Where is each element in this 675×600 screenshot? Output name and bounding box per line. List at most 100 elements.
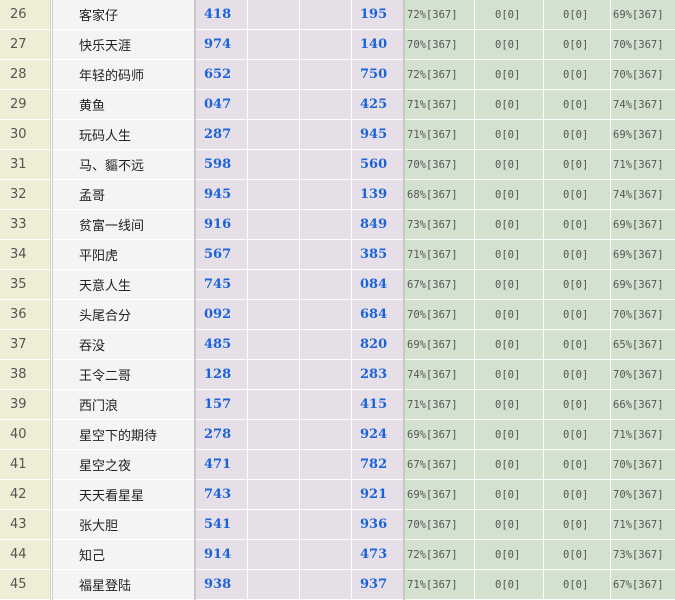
rate-h-cell: 66%[367]	[611, 390, 675, 420]
name-cell[interactable]: 玩码人生	[52, 120, 196, 150]
rate-g-cell: 0[0]	[544, 30, 611, 60]
rate-f-cell: 0[0]	[475, 180, 544, 210]
name-cell[interactable]: 福星登陆	[52, 570, 196, 600]
value-a-cell: 938	[195, 570, 248, 600]
table-row[interactable]: 27 快乐天涯 974 140 70%[367] 0[0] 0[0] 70%[3…	[0, 30, 675, 60]
rate-f-cell: 0[0]	[475, 0, 544, 30]
rate-h-cell: 70%[367]	[611, 60, 675, 90]
name-cell[interactable]: 头尾合分	[52, 300, 196, 330]
table-row[interactable]: 30 玩码人生 287 945 71%[367] 0[0] 0[0] 69%[3…	[0, 120, 675, 150]
value-b-cell	[248, 270, 300, 300]
rate-f-cell: 0[0]	[475, 540, 544, 570]
rate-e-cell: 72%[367]	[404, 60, 475, 90]
rate-g-cell: 0[0]	[544, 240, 611, 270]
value-b-cell	[248, 570, 300, 600]
table-row[interactable]: 38 王令二哥 128 283 74%[367] 0[0] 0[0] 70%[3…	[0, 360, 675, 390]
value-a-cell: 916	[195, 210, 248, 240]
rate-h-cell: 70%[367]	[611, 300, 675, 330]
value-a-cell: 278	[195, 420, 248, 450]
name-cell[interactable]: 平阳虎	[52, 240, 196, 270]
rate-h-cell: 73%[367]	[611, 540, 675, 570]
name-cell[interactable]: 星空下的期待	[52, 420, 196, 450]
name-cell[interactable]: 星空之夜	[52, 450, 196, 480]
rank-cell: 39	[0, 390, 52, 420]
value-d-cell: 945	[352, 120, 405, 150]
table-row[interactable]: 44 知己 914 473 72%[367] 0[0] 0[0] 73%[367…	[0, 540, 675, 570]
rank-cell: 28	[0, 60, 52, 90]
value-d-cell: 425	[352, 90, 405, 120]
table-row[interactable]: 28 年轻的码师 652 750 72%[367] 0[0] 0[0] 70%[…	[0, 60, 675, 90]
table-row[interactable]: 45 福星登陆 938 937 71%[367] 0[0] 0[0] 67%[3…	[0, 570, 675, 600]
value-b-cell	[248, 60, 300, 90]
value-c-cell	[300, 270, 352, 300]
value-b-cell	[248, 30, 300, 60]
rate-h-cell: 69%[367]	[611, 270, 675, 300]
name-cell[interactable]: 孟哥	[52, 180, 196, 210]
value-d-cell: 084	[352, 270, 405, 300]
name-cell[interactable]: 年轻的码师	[52, 60, 196, 90]
table-row[interactable]: 33 贫富一线间 916 849 73%[367] 0[0] 0[0] 69%[…	[0, 210, 675, 240]
rate-e-cell: 70%[367]	[404, 150, 475, 180]
rate-e-cell: 67%[367]	[404, 270, 475, 300]
rank-cell: 45	[0, 570, 52, 600]
name-cell[interactable]: 王令二哥	[52, 360, 196, 390]
rate-g-cell: 0[0]	[544, 570, 611, 600]
rate-f-cell: 0[0]	[475, 300, 544, 330]
name-cell[interactable]: 黄鱼	[52, 90, 196, 120]
rate-e-cell: 72%[367]	[404, 540, 475, 570]
table-row[interactable]: 29 黄鱼 047 425 71%[367] 0[0] 0[0] 74%[367…	[0, 90, 675, 120]
value-d-cell: 924	[352, 420, 405, 450]
rate-h-cell: 71%[367]	[611, 420, 675, 450]
rate-g-cell: 0[0]	[544, 270, 611, 300]
table-row[interactable]: 34 平阳虎 567 385 71%[367] 0[0] 0[0] 69%[36…	[0, 240, 675, 270]
value-c-cell	[300, 180, 352, 210]
rate-f-cell: 0[0]	[475, 360, 544, 390]
value-c-cell	[300, 150, 352, 180]
rate-g-cell: 0[0]	[544, 330, 611, 360]
rate-g-cell: 0[0]	[544, 450, 611, 480]
name-cell[interactable]: 天天看星星	[52, 480, 196, 510]
value-b-cell	[248, 360, 300, 390]
table-row[interactable]: 32 孟哥 945 139 68%[367] 0[0] 0[0] 74%[367…	[0, 180, 675, 210]
value-a-cell: 598	[195, 150, 248, 180]
table-row[interactable]: 41 星空之夜 471 782 67%[367] 0[0] 0[0] 70%[3…	[0, 450, 675, 480]
value-d-cell: 782	[352, 450, 405, 480]
table-row[interactable]: 26 客家仔 418 195 72%[367] 0[0] 0[0] 69%[36…	[0, 0, 675, 30]
name-cell[interactable]: 张大胆	[52, 510, 196, 540]
rate-f-cell: 0[0]	[475, 390, 544, 420]
rate-g-cell: 0[0]	[544, 120, 611, 150]
name-cell[interactable]: 快乐天涯	[52, 30, 196, 60]
rank-cell: 36	[0, 300, 52, 330]
rank-cell: 31	[0, 150, 52, 180]
table-row[interactable]: 43 张大胆 541 936 70%[367] 0[0] 0[0] 71%[36…	[0, 510, 675, 540]
table-row[interactable]: 42 天天看星星 743 921 69%[367] 0[0] 0[0] 70%[…	[0, 480, 675, 510]
value-d-cell: 684	[352, 300, 405, 330]
table-row[interactable]: 37 吞没 485 820 69%[367] 0[0] 0[0] 65%[367…	[0, 330, 675, 360]
rate-h-cell: 67%[367]	[611, 570, 675, 600]
table-row[interactable]: 31 马、貙不远 598 560 70%[367] 0[0] 0[0] 71%[…	[0, 150, 675, 180]
name-cell[interactable]: 马、貙不远	[52, 150, 196, 180]
name-cell[interactable]: 西门浪	[52, 390, 196, 420]
name-cell[interactable]: 知己	[52, 540, 196, 570]
table-row[interactable]: 36 头尾合分 092 684 70%[367] 0[0] 0[0] 70%[3…	[0, 300, 675, 330]
name-cell[interactable]: 客家仔	[52, 0, 196, 30]
value-a-cell: 974	[195, 30, 248, 60]
rate-g-cell: 0[0]	[544, 210, 611, 240]
value-c-cell	[300, 420, 352, 450]
rate-e-cell: 73%[367]	[404, 210, 475, 240]
value-c-cell	[300, 360, 352, 390]
table-row[interactable]: 40 星空下的期待 278 924 69%[367] 0[0] 0[0] 71%…	[0, 420, 675, 450]
name-cell[interactable]: 贫富一线间	[52, 210, 196, 240]
rate-f-cell: 0[0]	[475, 420, 544, 450]
value-b-cell	[248, 390, 300, 420]
table-row[interactable]: 39 西门浪 157 415 71%[367] 0[0] 0[0] 66%[36…	[0, 390, 675, 420]
name-cell[interactable]: 天意人生	[52, 270, 196, 300]
table-row[interactable]: 35 天意人生 745 084 67%[367] 0[0] 0[0] 69%[3…	[0, 270, 675, 300]
rate-g-cell: 0[0]	[544, 60, 611, 90]
rate-h-cell: 70%[367]	[611, 30, 675, 60]
rank-cell: 43	[0, 510, 52, 540]
rank-cell: 30	[0, 120, 52, 150]
name-cell[interactable]: 吞没	[52, 330, 196, 360]
rate-g-cell: 0[0]	[544, 540, 611, 570]
